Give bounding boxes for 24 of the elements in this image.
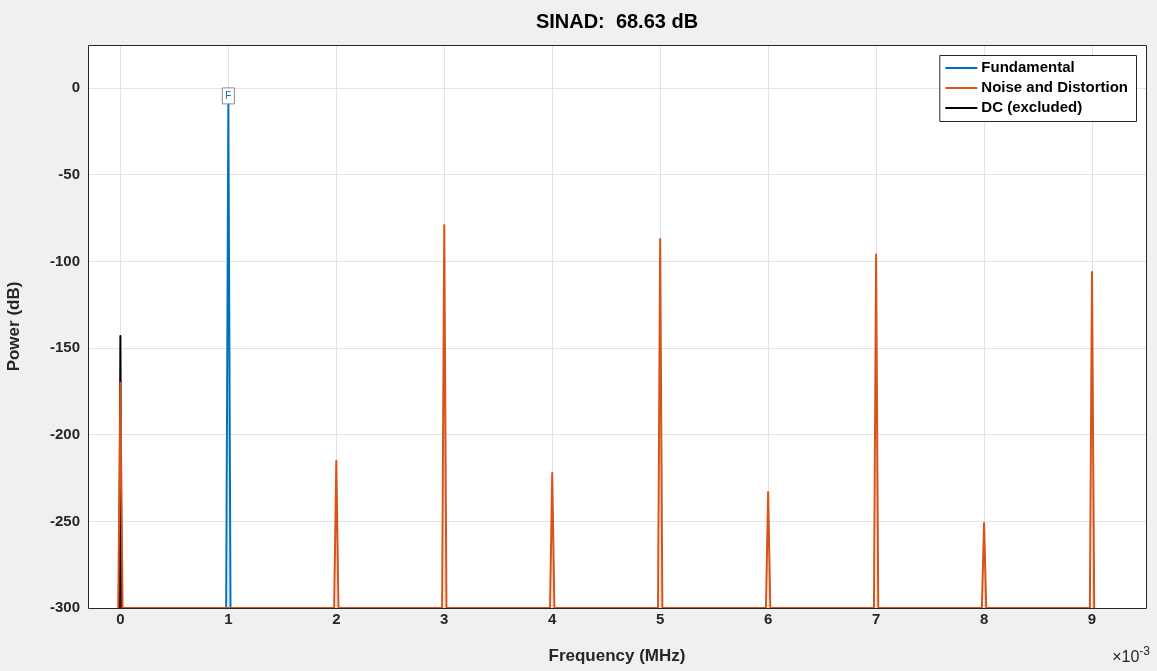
- x-tick-label: 4: [548, 610, 558, 628]
- y-tick-label: -200: [49, 424, 80, 442]
- legend-label: Fundamental: [981, 58, 1075, 76]
- x-tick-label: 6: [763, 610, 773, 628]
- x-tick-label: 3: [440, 610, 449, 628]
- x-tick-label: 8: [979, 610, 989, 628]
- x-tick-label: 1: [224, 610, 233, 628]
- y-tick-label: -50: [58, 165, 80, 183]
- x-tick-label: 9: [1087, 610, 1097, 628]
- legend-label: DC (excluded): [981, 98, 1083, 116]
- y-tick-label: -100: [49, 251, 80, 269]
- annotation: F: [225, 89, 232, 101]
- y-tick-label: -300: [49, 598, 80, 616]
- y-axis-title: Power (dB): [3, 281, 23, 372]
- y-tick-label: 0: [71, 78, 80, 96]
- x-tick-label: 0: [116, 610, 125, 628]
- y-tick-label: -250: [49, 511, 80, 529]
- x-tick-label: 5: [656, 610, 665, 628]
- chart-title: SINAD: 68.63 dB: [535, 10, 699, 33]
- x-tick-label: 7: [871, 610, 881, 628]
- y-tick-label: -150: [49, 338, 80, 356]
- x-axis-title: Frequency (MHz): [548, 646, 686, 666]
- x-tick-label: 2: [332, 610, 341, 628]
- legend-label: Noise and Distortion: [981, 78, 1129, 96]
